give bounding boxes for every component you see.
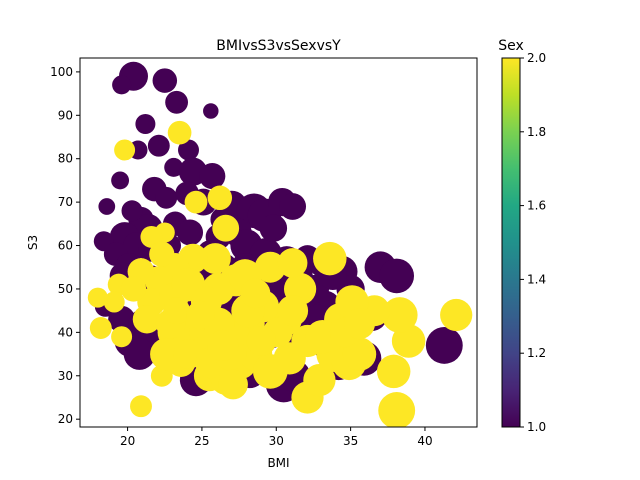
data-point-sex-2	[150, 364, 173, 387]
data-point-sex-2	[120, 276, 147, 302]
colorbar-tick-label: 1.0	[527, 420, 546, 434]
data-point-sex-2	[149, 241, 175, 267]
data-point-sex-2	[132, 305, 162, 334]
data-point-sex-2	[140, 225, 163, 248]
data-point-sex-2	[240, 278, 271, 309]
data-point-sex-2	[440, 298, 473, 332]
data-point-sex-2	[111, 326, 133, 348]
data-point-sex-1	[176, 219, 204, 246]
data-point-sex-2	[114, 139, 136, 161]
data-point-sex-2	[254, 251, 286, 283]
data-point-sex-2	[199, 243, 231, 275]
colorbar-tick-label: 1.6	[527, 199, 546, 213]
colorbar-tick-label: 1.4	[527, 272, 546, 286]
data-point-sex-1	[152, 68, 178, 93]
y-tick-label: 90	[58, 108, 73, 122]
data-point-sex-2	[381, 297, 418, 333]
data-point-sex-2	[150, 337, 183, 371]
y-axis-ticks: 20 30 40 50 60 70 80 90 100	[50, 65, 80, 426]
y-tick-label: 30	[58, 369, 73, 383]
data-point-sex-2	[344, 308, 375, 340]
data-point-sex-1	[203, 103, 219, 119]
colorbar-tick-label: 1.8	[527, 125, 546, 139]
plot-frame	[79, 57, 478, 428]
data-point-sex-2	[130, 395, 152, 418]
data-point-sex-1	[123, 338, 156, 370]
colorbar-title: Sex	[498, 38, 524, 54]
data-point-sex-2	[167, 120, 192, 145]
data-point-sex-1	[155, 186, 178, 209]
data-point-sex-1	[425, 326, 463, 364]
data-point-sex-1	[121, 200, 143, 222]
data-point-sex-2	[186, 300, 215, 330]
data-point-sex-1	[379, 258, 415, 294]
data-point-sex-2	[277, 248, 308, 278]
data-point-sex-1	[279, 193, 307, 220]
data-point-sex-2	[103, 291, 125, 313]
x-tick-label: 30	[269, 434, 284, 448]
data-point-sex-1	[112, 75, 132, 95]
x-tick-label: 20	[120, 434, 135, 448]
y-axis-label: S3	[26, 235, 40, 250]
data-point-sex-2	[376, 354, 411, 389]
data-point-sex-2	[163, 297, 191, 325]
data-point-sex-2	[313, 241, 347, 276]
data-point-sex-1	[199, 163, 226, 190]
colorbar-ticks: 1.0 1.2 1.4 1.6 1.8 2.0	[520, 51, 546, 434]
data-point-sex-1	[164, 157, 184, 177]
x-tick-label: 35	[343, 434, 358, 448]
data-point-sex-1	[98, 198, 116, 215]
data-point-sex-2	[207, 329, 239, 361]
chart-title: BMIvsS3vsSexvsY	[216, 38, 341, 54]
data-point-sex-2	[277, 295, 309, 327]
x-tick-label: 25	[194, 434, 209, 448]
data-point-sex-2	[212, 214, 240, 242]
data-point-sex-2	[89, 317, 112, 339]
data-point-sex-2	[218, 369, 248, 400]
data-point-sex-2	[378, 392, 416, 427]
y-tick-label: 50	[58, 282, 73, 296]
y-tick-label: 20	[58, 412, 73, 426]
points-layer	[87, 61, 473, 427]
data-point-sex-1	[259, 214, 288, 242]
data-point-sex-1	[165, 90, 189, 114]
data-point-sex-2	[246, 326, 277, 356]
x-tick-label: 40	[417, 434, 432, 448]
x-axis-label: BMI	[267, 456, 289, 470]
y-tick-label: 40	[58, 325, 73, 339]
data-point-sex-1	[147, 134, 170, 157]
data-point-sex-2	[303, 363, 336, 397]
colorbar-tick-label: 1.2	[527, 346, 546, 360]
data-point-sex-2	[207, 185, 233, 211]
colorbar	[501, 57, 521, 428]
data-point-sex-2	[87, 287, 108, 308]
y-tick-label: 60	[58, 239, 73, 253]
x-axis-ticks: 20 25 30 35 40	[120, 427, 433, 448]
colorbar-tick-label: 2.0	[527, 51, 546, 65]
data-point-sex-1	[135, 114, 156, 134]
data-point-sex-1	[178, 139, 199, 161]
y-tick-label: 100	[50, 65, 73, 79]
y-tick-label: 70	[58, 195, 73, 209]
y-tick-label: 80	[58, 152, 73, 166]
data-point-sex-2	[184, 190, 208, 214]
data-point-sex-1	[111, 171, 130, 190]
